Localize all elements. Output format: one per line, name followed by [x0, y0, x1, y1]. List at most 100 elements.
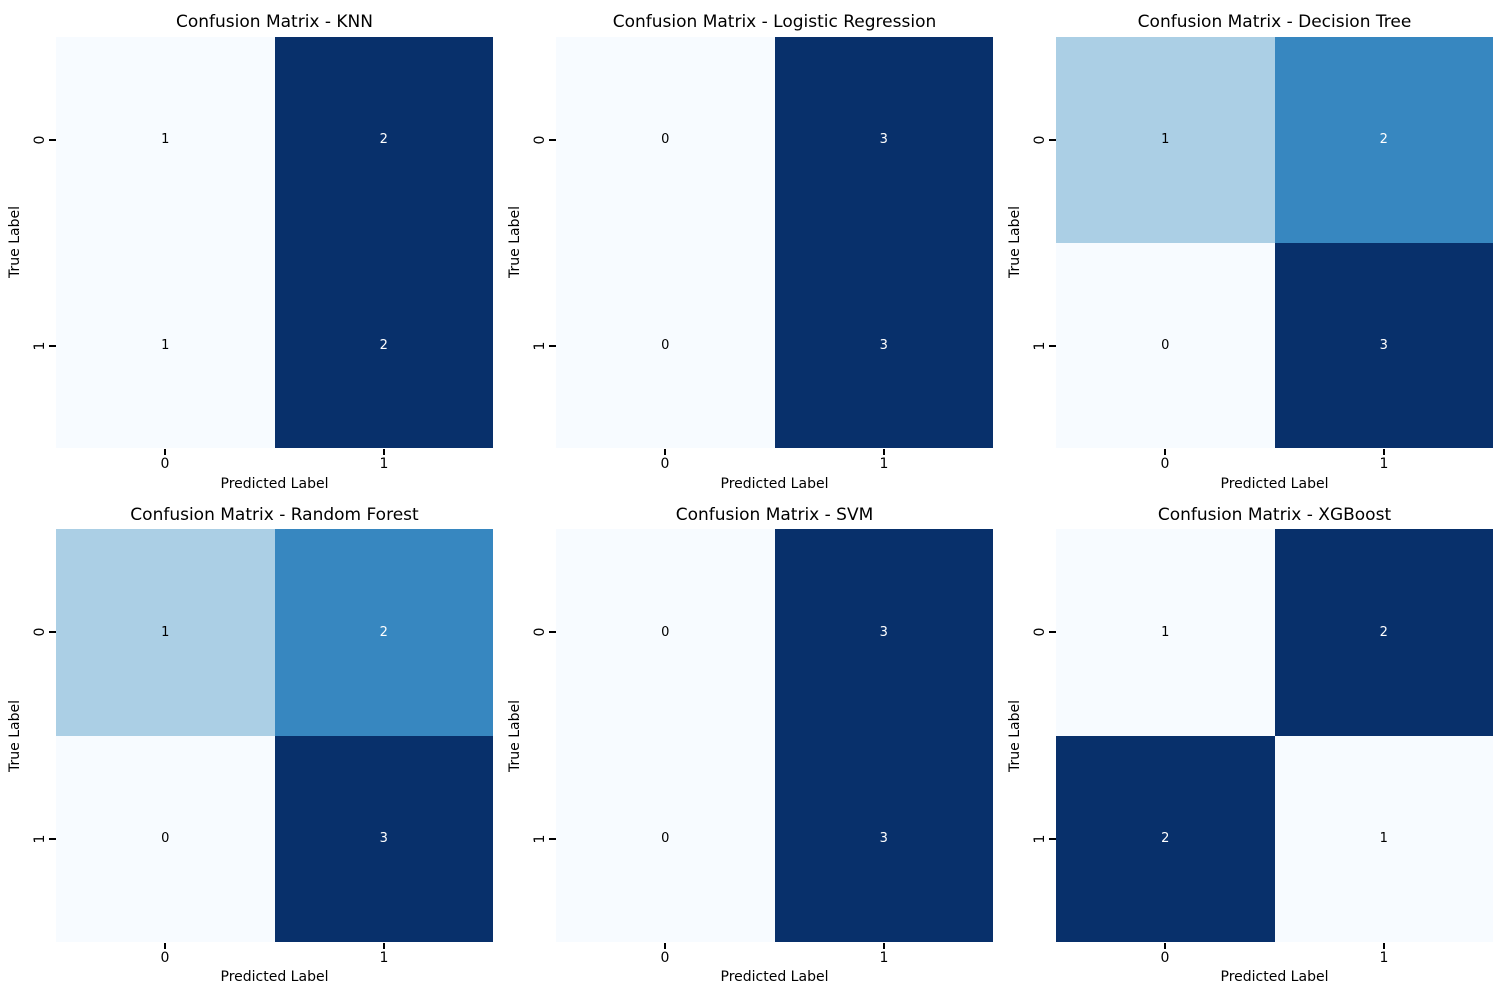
x-tick-label-0: 0: [660, 456, 670, 472]
chart-title: Confusion Matrix - XGBoost: [1157, 505, 1392, 525]
heatmap-cell-r0c0: 1: [56, 529, 275, 736]
chart-title: Confusion Matrix - KNN: [175, 12, 373, 32]
heatmap-cell-r0c0: 1: [1056, 529, 1275, 736]
heatmap-cell-r0c0: 1: [1056, 37, 1275, 243]
heatmap-cell-r1c1: 3: [774, 735, 993, 942]
x-tick-mark: [664, 943, 666, 949]
y-tick-mark: [1049, 631, 1056, 633]
y-tick-label-0: 0: [1032, 627, 1048, 637]
y-tick-mark: [49, 838, 56, 840]
y-tick-mark: [549, 631, 556, 633]
x-tick-label-1: 1: [379, 950, 389, 966]
heatmap-cell-r0c1: 2: [1274, 37, 1493, 243]
y-tick-label-0: 0: [532, 135, 548, 145]
y-tick-label-0: 0: [32, 135, 48, 145]
heatmap-random-forest: 1 2 0 3: [56, 529, 493, 942]
heatmap-cell-r1c1: 2: [274, 242, 493, 448]
x-axis-label: Predicted Label: [1220, 476, 1329, 492]
y-tick-label-0: 0: [1032, 135, 1048, 145]
y-tick-mark: [1049, 345, 1056, 347]
x-tick-label-0: 0: [1160, 950, 1170, 966]
y-tick-mark: [549, 139, 556, 141]
x-tick-label-0: 0: [160, 950, 170, 966]
y-tick-mark: [549, 838, 556, 840]
heatmap-cell-r0c1: 2: [1274, 529, 1493, 736]
x-axis-label: Predicted Label: [220, 476, 329, 492]
x-axis-label: Predicted Label: [720, 969, 829, 985]
heatmap-cell-r1c0: 2: [1056, 735, 1275, 942]
x-axis-label: Predicted Label: [1220, 969, 1329, 985]
x-tick-mark: [383, 449, 385, 455]
x-tick-mark: [164, 943, 166, 949]
heatmap-cell-r1c1: 3: [274, 735, 493, 942]
heatmap-logistic-regression: 0 3 0 3: [556, 37, 993, 448]
x-tick-label-1: 1: [879, 456, 889, 472]
panel-logistic-regression: Confusion Matrix - Logistic Regression T…: [500, 0, 1000, 500]
y-tick-label-1: 1: [1032, 341, 1048, 351]
x-tick-mark: [1383, 943, 1385, 949]
heatmap-cell-r1c1: 1: [1274, 735, 1493, 942]
x-tick-mark: [1383, 449, 1385, 455]
x-tick-label-0: 0: [160, 456, 170, 472]
x-tick-label-1: 1: [1379, 950, 1389, 966]
x-tick-mark: [1164, 449, 1166, 455]
heatmap-cell-r0c0: 1: [56, 37, 275, 243]
heatmap-cell-r1c0: 0: [56, 735, 275, 942]
y-tick-label-0: 0: [32, 627, 48, 637]
heatmap-cell-r1c1: 3: [774, 242, 993, 448]
y-axis-label: True Label: [7, 206, 23, 278]
x-tick-mark: [164, 449, 166, 455]
heatmap-svm: 0 3 0 3: [556, 529, 993, 942]
x-axis-label: Predicted Label: [220, 969, 329, 985]
panel-xgboost: Confusion Matrix - XGBoost True Label 0 …: [1000, 500, 1500, 1000]
heatmap-cell-r0c0: 0: [556, 37, 775, 243]
chart-title: Confusion Matrix - Decision Tree: [1137, 12, 1412, 32]
y-tick-mark: [49, 631, 56, 633]
heatmap-cell-r1c1: 3: [1274, 242, 1493, 448]
x-tick-mark: [383, 943, 385, 949]
heatmap-cell-r1c0: 0: [556, 242, 775, 448]
panel-random-forest: Confusion Matrix - Random Forest True La…: [0, 500, 500, 1000]
x-tick-label-1: 1: [379, 456, 389, 472]
x-tick-label-1: 1: [1379, 456, 1389, 472]
y-tick-label-1: 1: [532, 834, 548, 844]
x-tick-mark: [883, 449, 885, 455]
heatmap-xgboost: 1 2 2 1: [1056, 529, 1493, 942]
y-axis-label: True Label: [7, 700, 23, 772]
x-axis-label: Predicted Label: [720, 476, 829, 492]
heatmap-cell-r1c0: 0: [1056, 242, 1275, 448]
chart-title: Confusion Matrix - SVM: [675, 505, 874, 525]
y-tick-mark: [49, 345, 56, 347]
heatmap-cell-r1c0: 1: [56, 242, 275, 448]
y-tick-mark: [49, 139, 56, 141]
heatmap-cell-r0c1: 3: [774, 529, 993, 736]
x-tick-mark: [883, 943, 885, 949]
panel-svm: Confusion Matrix - SVM True Label 0 1 0 …: [500, 500, 1000, 1000]
heatmap-cell-r0c1: 3: [774, 37, 993, 243]
heatmap-cell-r0c0: 0: [556, 529, 775, 736]
heatmap-cell-r0c1: 2: [274, 37, 493, 243]
heatmap-knn: 1 2 1 2: [56, 37, 493, 448]
heatmap-cell-r1c0: 0: [556, 735, 775, 942]
y-tick-mark: [1049, 838, 1056, 840]
panel-knn: Confusion Matrix - KNN True Label 0 1 1 …: [0, 0, 500, 500]
chart-title: Confusion Matrix - Logistic Regression: [612, 12, 937, 32]
heatmap-decision-tree: 1 2 0 3: [1056, 37, 1493, 448]
y-axis-label: True Label: [507, 206, 523, 278]
y-axis-label: True Label: [507, 700, 523, 772]
x-tick-label-0: 0: [1160, 456, 1170, 472]
y-axis-label: True Label: [1007, 700, 1023, 772]
y-tick-label-1: 1: [32, 341, 48, 351]
y-tick-label-1: 1: [1032, 834, 1048, 844]
y-tick-label-1: 1: [32, 834, 48, 844]
heatmap-cell-r0c1: 2: [274, 529, 493, 736]
x-tick-mark: [664, 449, 666, 455]
y-tick-label-1: 1: [532, 341, 548, 351]
x-tick-mark: [1164, 943, 1166, 949]
y-tick-mark: [549, 345, 556, 347]
panel-decision-tree: Confusion Matrix - Decision Tree True La…: [1000, 0, 1500, 500]
y-tick-mark: [1049, 139, 1056, 141]
x-tick-label-0: 0: [660, 950, 670, 966]
chart-title: Confusion Matrix - Random Forest: [130, 505, 419, 525]
